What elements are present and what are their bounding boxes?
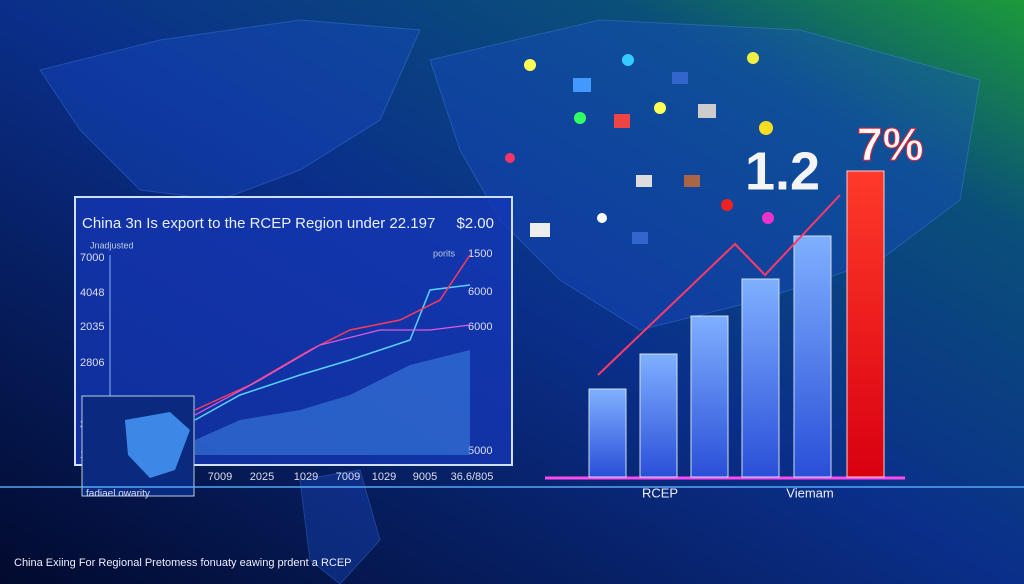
right-label: 1500 <box>468 248 492 260</box>
icons <box>505 52 774 244</box>
x-label: 36.6/805 <box>451 471 494 483</box>
right-label: 6000 <box>468 321 492 333</box>
bar <box>639 353 678 478</box>
x-label: 7009 <box>208 471 232 483</box>
headline-percent: 7% <box>857 118 923 170</box>
left-label: 7000 <box>80 252 104 264</box>
line-pink <box>194 324 471 416</box>
bar-highlight <box>846 170 885 478</box>
bar <box>588 388 627 478</box>
inset-shape <box>125 412 190 478</box>
headline-number: 1.2 <box>745 141 820 201</box>
x-label: 1029 <box>294 471 318 483</box>
corner-value: $2.00 <box>456 215 494 232</box>
bars <box>588 170 885 478</box>
right-label: 6000 <box>468 286 492 298</box>
right-note: porits <box>433 248 456 258</box>
left-label: 4048 <box>80 287 104 299</box>
line-blue <box>194 284 471 421</box>
left-label: 2806 <box>80 357 104 369</box>
area <box>195 350 470 455</box>
x-label: 9005 <box>413 471 437 483</box>
footer: China Exiing For Regional Pretomess fonu… <box>14 557 352 569</box>
x-label: 1029 <box>372 471 396 483</box>
right-label: 5000 <box>468 445 492 457</box>
bar <box>690 315 729 478</box>
subtitle: Jnadjusted <box>90 240 134 250</box>
x-label: 7009 <box>336 471 360 483</box>
trend-line <box>597 194 841 376</box>
left-label: 2035 <box>80 321 104 333</box>
bar <box>741 278 780 478</box>
bar-label: RCEP <box>642 485 678 500</box>
x-label: 2025 <box>250 471 274 483</box>
panel-title: China 3n Is export to the RCEP Region un… <box>82 215 435 232</box>
bar <box>793 235 832 478</box>
inset-caption: fadiael owarity <box>86 489 150 500</box>
bar-label: Viemam <box>786 485 833 500</box>
